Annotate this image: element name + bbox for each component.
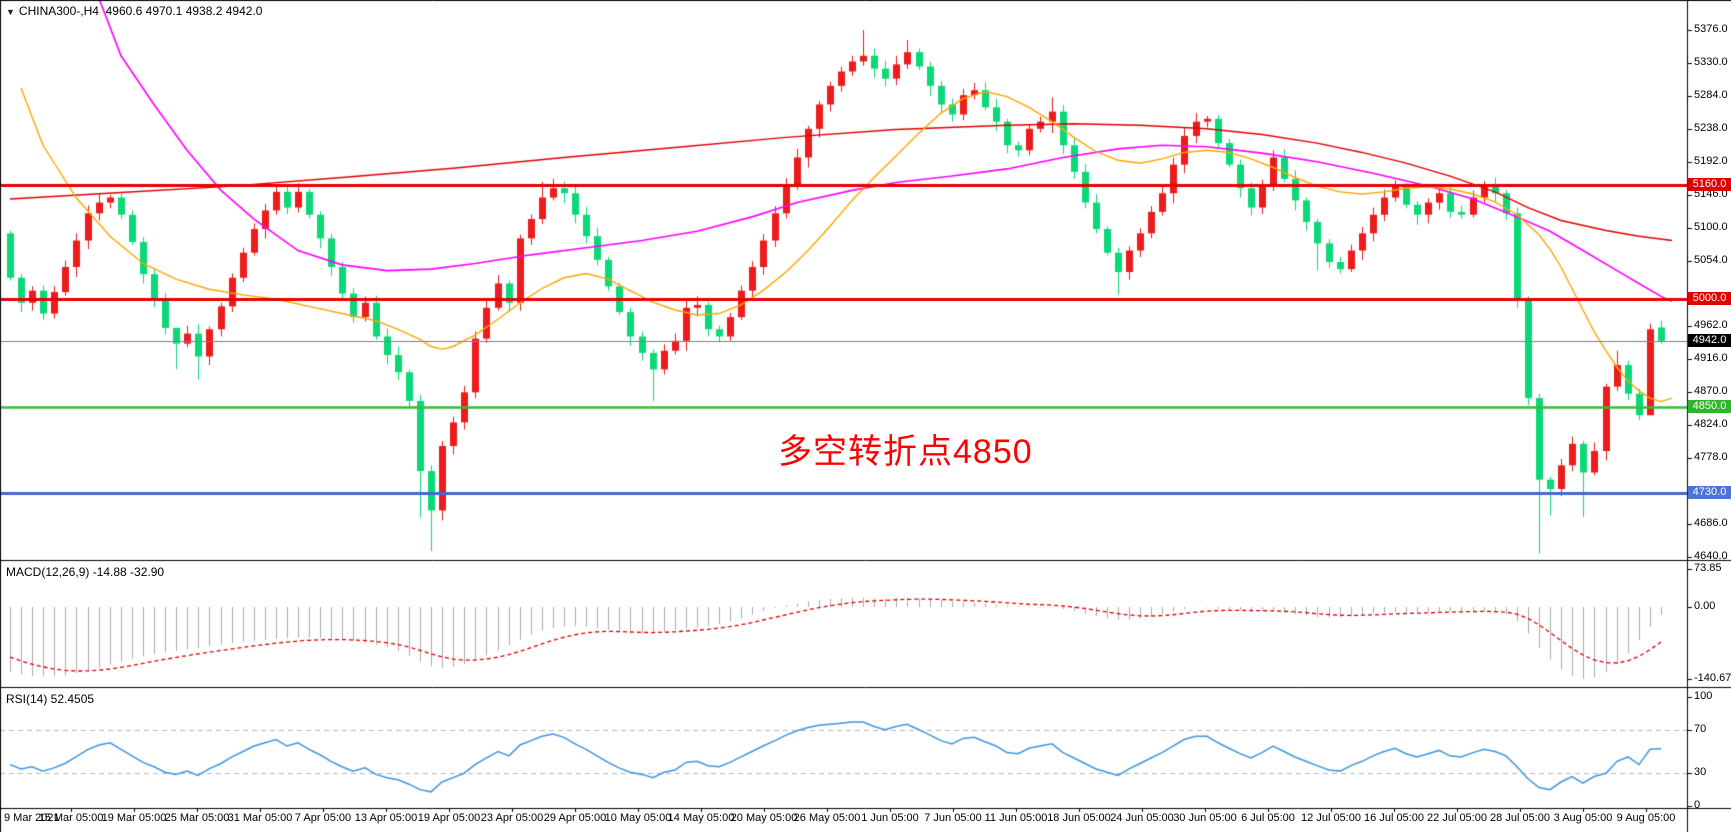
date-tick-label: 22 Jul 05:00	[1427, 812, 1487, 824]
date-tick-label: 11 Jun 05:00	[984, 812, 1048, 824]
date-tick-label: 23 Apr 05:00	[480, 812, 544, 824]
price-badge-5160.0: 5160.0	[1688, 177, 1731, 191]
rsi-tick-label: 100	[1694, 690, 1713, 702]
price-badge-4850.0: 4850.0	[1688, 399, 1731, 413]
date-tick-label: 29 Apr 05:00	[543, 812, 607, 824]
date-tick-label: 25 Mar 05:00	[164, 812, 230, 824]
date-tick-label: 7 Apr 05:00	[294, 812, 352, 824]
rsi-tick-label: 0	[1694, 799, 1701, 811]
rsi-tick-label: 30	[1694, 766, 1707, 779]
date-tick-label: 1 Jun 05:00	[861, 812, 919, 824]
price-badge-4942.0: 4942.0	[1688, 333, 1731, 347]
price-tick-label: 4962.0	[1694, 319, 1728, 332]
date-tick-label: 9 Aug 05:00	[1616, 812, 1676, 824]
chart-annotation-text: 多空转折点4850	[778, 433, 1033, 471]
macd-tick-label: 73.85	[1694, 562, 1722, 575]
date-tick-label: 16 Jul 05:00	[1364, 812, 1424, 824]
date-tick-label: 19 Apr 05:00	[417, 812, 481, 824]
rsi-indicator-label: RSI(14) 52.4505	[6, 692, 95, 706]
date-tick-label: 9 Mar 2021	[4, 812, 60, 824]
macd-indicator-label: MACD(12,26,9) -14.88 -32.90	[6, 565, 165, 579]
price-tick-label: 4916.0	[1694, 352, 1728, 365]
price-tick-label: 5192.0	[1694, 154, 1728, 167]
price-tick-label: 5054.0	[1694, 253, 1728, 266]
date-tick-label: 19 Mar 05:00	[101, 812, 167, 824]
collapse-triangle-icon[interactable]: ▼	[6, 7, 15, 17]
date-tick-label: 18 Jun 05:00	[1047, 812, 1111, 824]
date-tick-label: 28 Jul 05:00	[1490, 812, 1550, 824]
symbol-ohlc-text: CHINA300-,H4 4960.6 4970.1 4938.2 4942.0	[18, 4, 263, 18]
price-tick-label: 5330.0	[1694, 55, 1728, 68]
date-tick-label: 10 May 05:00	[604, 812, 672, 824]
date-tick-label: 20 May 05:00	[730, 812, 798, 824]
date-tick-label: 3 Aug 05:00	[1553, 812, 1613, 824]
price-tick-label: 5238.0	[1694, 121, 1728, 134]
price-tick-label: 4824.0	[1694, 418, 1728, 431]
date-tick-label: 12 Jul 05:00	[1301, 812, 1361, 824]
price-tick-label: 5100.0	[1694, 220, 1728, 233]
date-tick-label: 30 Jun 05:00	[1173, 812, 1237, 824]
price-tick-label: 5284.0	[1694, 88, 1728, 101]
date-tick-label: 14 May 05:00	[667, 812, 735, 824]
price-tick-label: 4686.0	[1694, 517, 1728, 530]
price-badge-5000.0: 5000.0	[1688, 292, 1731, 306]
price-badge-4730.0: 4730.0	[1688, 485, 1731, 499]
price-tick-label: 5376.0	[1694, 23, 1728, 35]
macd-tick-label: 0.00	[1694, 600, 1716, 612]
date-tick-label: 7 Jun 05:00	[924, 812, 982, 824]
price-tick-label: 5146.0	[1694, 187, 1728, 200]
macd-tick-label: -140.67	[1694, 671, 1731, 684]
date-tick-label: 13 Apr 05:00	[354, 812, 418, 824]
date-tick-label: 15 Mar 05:00	[38, 812, 104, 824]
rsi-tick-label: 70	[1694, 722, 1707, 735]
price-tick-label: 4640.0	[1694, 550, 1728, 562]
date-tick-label: 26 May 05:00	[793, 812, 861, 824]
price-tick-label: 4870.0	[1694, 385, 1728, 398]
date-tick-label: 6 Jul 05:00	[1241, 812, 1295, 824]
date-tick-label: 31 Mar 05:00	[227, 812, 293, 824]
price-tick-label: 4778.0	[1694, 451, 1728, 464]
date-tick-label: 24 Jun 05:00	[1110, 812, 1174, 824]
symbol-header: ▼ CHINA300-,H4 4960.6 4970.1 4938.2 4942.…	[6, 4, 262, 18]
